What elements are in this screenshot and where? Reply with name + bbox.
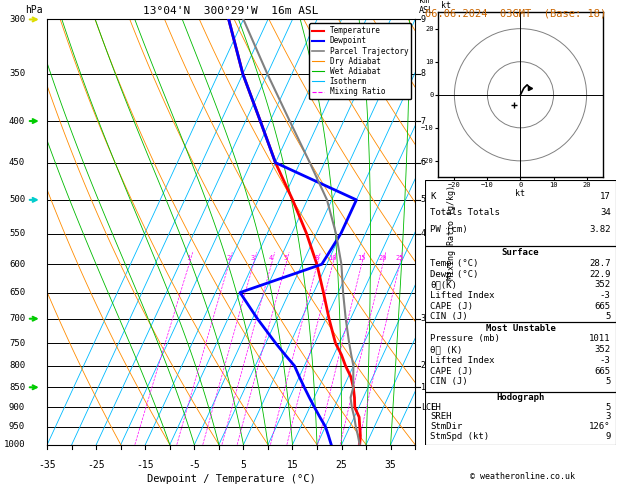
Text: Lifted Index: Lifted Index xyxy=(430,356,495,365)
Text: 500: 500 xyxy=(9,195,25,205)
Text: 400: 400 xyxy=(9,117,25,125)
Text: CIN (J): CIN (J) xyxy=(430,378,468,386)
Text: 665: 665 xyxy=(594,367,611,376)
Text: Mixing Ratio (g/kg): Mixing Ratio (g/kg) xyxy=(447,185,457,279)
Legend: Temperature, Dewpoint, Parcel Trajectory, Dry Adiabat, Wet Adiabat, Isotherm, Mi: Temperature, Dewpoint, Parcel Trajectory… xyxy=(309,23,411,99)
Text: 9: 9 xyxy=(605,432,611,440)
Text: 3: 3 xyxy=(421,314,426,323)
Text: 4: 4 xyxy=(421,229,426,238)
Bar xyxy=(425,246,616,322)
Text: Dewpoint / Temperature (°C): Dewpoint / Temperature (°C) xyxy=(147,474,316,485)
Text: 1000: 1000 xyxy=(4,440,25,449)
Text: Temp (°C): Temp (°C) xyxy=(430,259,479,268)
Text: 352: 352 xyxy=(594,280,611,289)
Text: 700: 700 xyxy=(9,314,25,323)
Text: 25: 25 xyxy=(336,460,347,469)
Text: Totals Totals: Totals Totals xyxy=(430,208,500,217)
Text: 5: 5 xyxy=(284,255,287,261)
Text: © weatheronline.co.uk: © weatheronline.co.uk xyxy=(470,472,574,481)
Text: -3: -3 xyxy=(600,356,611,365)
Text: 126°: 126° xyxy=(589,422,611,431)
Text: 1: 1 xyxy=(421,383,426,392)
Text: EH: EH xyxy=(430,402,441,412)
Text: -35: -35 xyxy=(38,460,56,469)
Text: K: K xyxy=(430,192,436,201)
Text: 850: 850 xyxy=(9,383,25,392)
Text: 25: 25 xyxy=(395,255,404,261)
Text: 15: 15 xyxy=(287,460,298,469)
Text: LCL: LCL xyxy=(421,403,436,412)
Text: Dewp (°C): Dewp (°C) xyxy=(430,270,479,278)
Text: 2: 2 xyxy=(226,255,231,261)
Text: 15: 15 xyxy=(357,255,365,261)
Text: -5: -5 xyxy=(189,460,200,469)
Title: 13°04'N  300°29'W  16m ASL: 13°04'N 300°29'W 16m ASL xyxy=(143,6,319,16)
Text: 4: 4 xyxy=(269,255,274,261)
Text: 750: 750 xyxy=(9,339,25,347)
Text: PW (cm): PW (cm) xyxy=(430,225,468,234)
Text: 22.9: 22.9 xyxy=(589,270,611,278)
Text: 3: 3 xyxy=(605,412,611,421)
Text: 6: 6 xyxy=(421,158,426,167)
Text: 34: 34 xyxy=(600,208,611,217)
Text: Lifted Index: Lifted Index xyxy=(430,291,495,300)
Text: CAPE (J): CAPE (J) xyxy=(430,302,474,311)
Text: 665: 665 xyxy=(594,302,611,311)
Text: 20: 20 xyxy=(379,255,387,261)
Text: 9: 9 xyxy=(421,15,426,24)
Text: 10: 10 xyxy=(328,255,337,261)
Text: StmDir: StmDir xyxy=(430,422,462,431)
Text: 8: 8 xyxy=(315,255,319,261)
Text: CAPE (J): CAPE (J) xyxy=(430,367,474,376)
Text: 3.82: 3.82 xyxy=(589,225,611,234)
Text: 5: 5 xyxy=(240,460,247,469)
Text: Most Unstable: Most Unstable xyxy=(486,324,555,332)
Bar xyxy=(425,392,616,445)
Text: 8: 8 xyxy=(421,69,426,78)
Text: 950: 950 xyxy=(9,422,25,431)
Text: -3: -3 xyxy=(600,291,611,300)
Text: -25: -25 xyxy=(87,460,105,469)
Text: 352: 352 xyxy=(594,345,611,354)
Text: 5: 5 xyxy=(421,195,426,205)
Text: 350: 350 xyxy=(9,69,25,78)
Text: 28.7: 28.7 xyxy=(589,259,611,268)
Text: 7: 7 xyxy=(421,117,426,125)
Text: 1011: 1011 xyxy=(589,334,611,343)
Text: 5: 5 xyxy=(605,402,611,412)
Text: 650: 650 xyxy=(9,288,25,297)
Text: km
ASL: km ASL xyxy=(419,0,434,15)
Bar xyxy=(425,322,616,392)
X-axis label: kt: kt xyxy=(516,189,525,198)
Text: 450: 450 xyxy=(9,158,25,167)
Text: hPa: hPa xyxy=(25,5,43,15)
Text: SREH: SREH xyxy=(430,412,452,421)
Text: 35: 35 xyxy=(385,460,396,469)
Text: 3: 3 xyxy=(251,255,255,261)
Text: 550: 550 xyxy=(9,229,25,238)
Text: kt: kt xyxy=(441,1,451,11)
Text: Hodograph: Hodograph xyxy=(496,393,545,402)
Bar xyxy=(425,180,616,246)
Text: 5: 5 xyxy=(605,378,611,386)
Text: StmSpd (kt): StmSpd (kt) xyxy=(430,432,489,440)
Text: 2: 2 xyxy=(421,362,426,370)
Text: -15: -15 xyxy=(136,460,154,469)
Text: 800: 800 xyxy=(9,362,25,370)
Text: 5: 5 xyxy=(605,312,611,321)
Text: θᴄ(K): θᴄ(K) xyxy=(430,280,457,289)
Text: Surface: Surface xyxy=(502,248,539,257)
Text: CIN (J): CIN (J) xyxy=(430,312,468,321)
Text: 300: 300 xyxy=(9,15,25,24)
Text: 600: 600 xyxy=(9,260,25,269)
Text: 06.06.2024  03GMT  (Base: 18): 06.06.2024 03GMT (Base: 18) xyxy=(425,9,606,19)
Text: 900: 900 xyxy=(9,403,25,412)
Text: 1: 1 xyxy=(187,255,191,261)
Text: Pressure (mb): Pressure (mb) xyxy=(430,334,500,343)
Text: θᴄ (K): θᴄ (K) xyxy=(430,345,462,354)
Text: 17: 17 xyxy=(600,192,611,201)
